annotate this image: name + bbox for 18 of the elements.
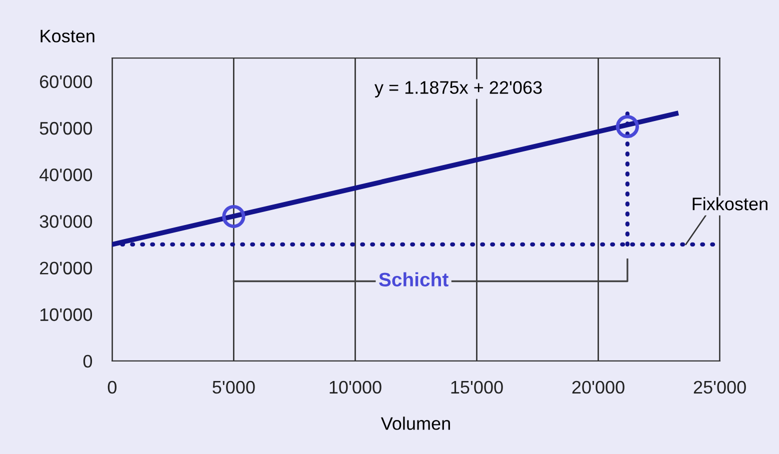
annotation: y = 1.1875x + 22'063 [374,81,542,98]
y-tick-label: 20'000 [40,262,92,274]
x-tick-label: 0 [108,380,116,394]
x-tick-label: 15'000 [451,380,503,394]
annotation: Schicht [379,272,448,286]
y-tick-label: 0 [83,354,92,368]
annotation: Fixkosten [692,197,768,210]
y-tick-label: 60'000 [40,75,92,88]
y-tick-label: 50'000 [40,122,92,135]
x-tick-label: 25'000 [694,380,746,394]
y-axis-title: Kosten [40,30,94,42]
y-tick-label: 40'000 [39,168,92,182]
y-tick-label: 30'000 [40,215,92,228]
x-tick-label: 5'000 [212,380,255,394]
x-axis-title: Volumen [380,416,450,430]
y-tick-label: 10'000 [40,308,92,322]
x-tick-label: 20'000 [572,380,624,394]
x-tick-label: 10'000 [330,380,382,394]
